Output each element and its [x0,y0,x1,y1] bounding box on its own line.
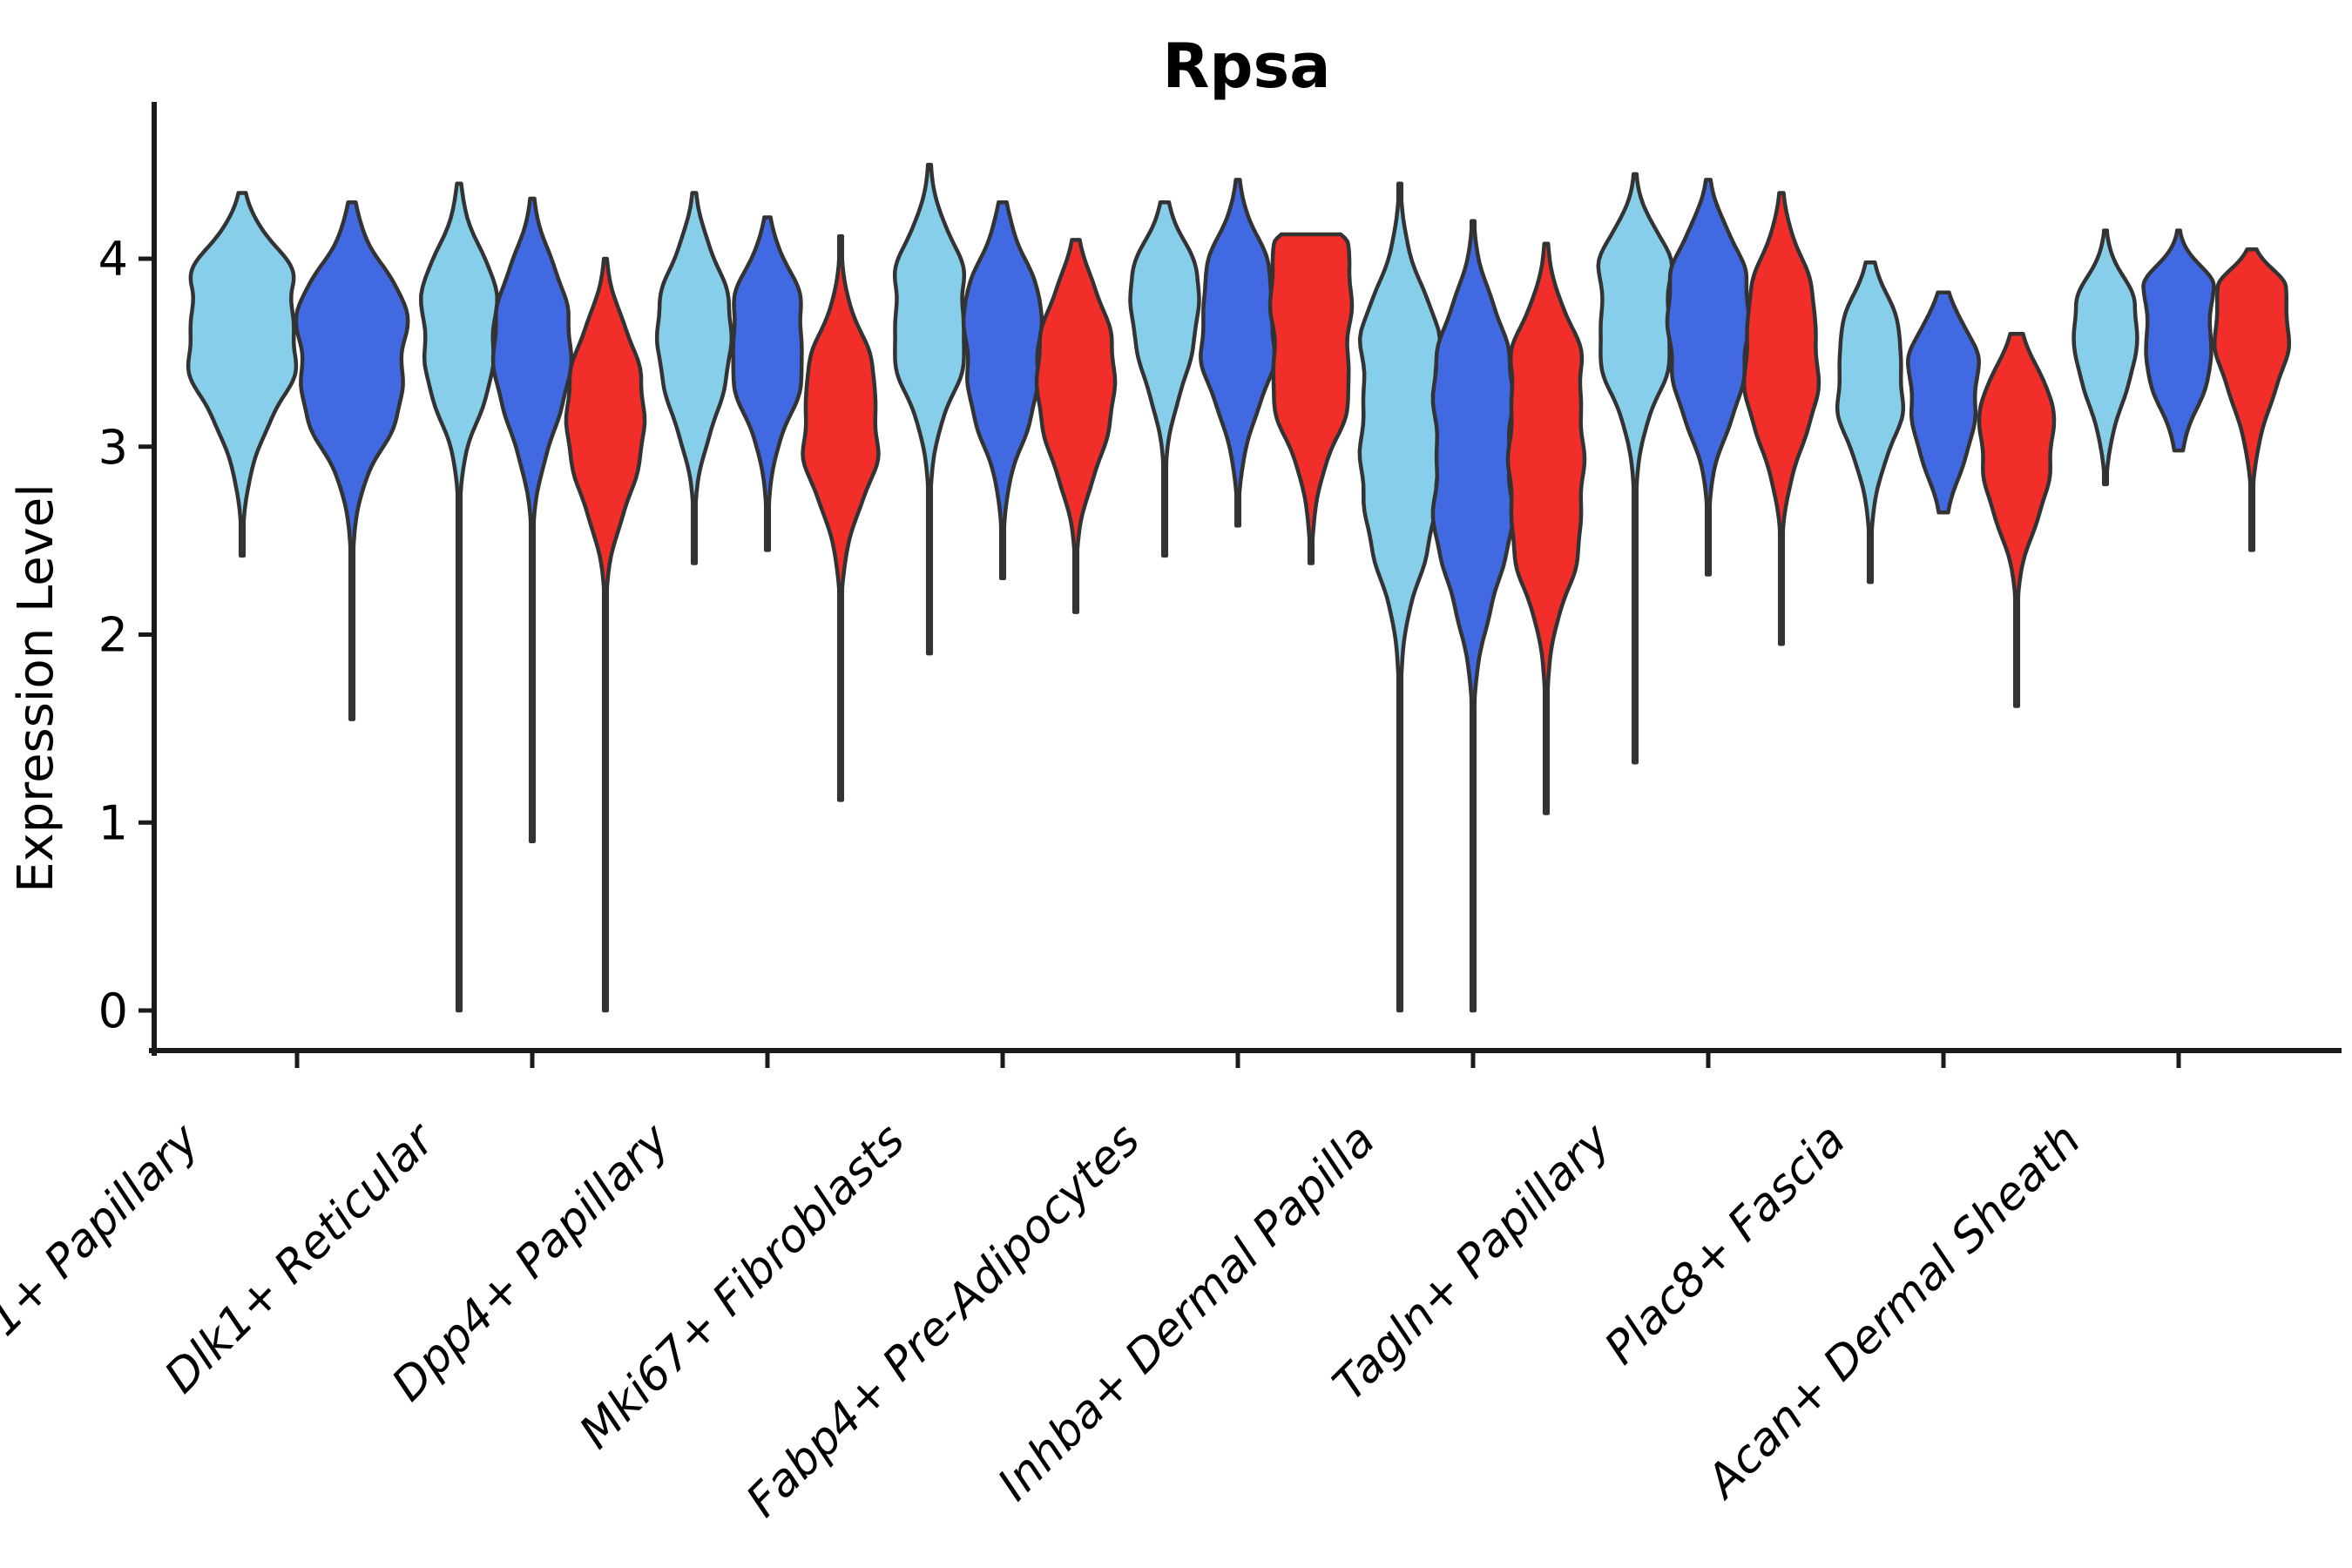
y-tick-label-3: 3 [98,420,128,475]
violin-inhba-dermal-papilla-condition-3 [1505,241,1587,815]
y-tick-label-0: 0 [98,983,128,1038]
violin-fabp4-pre-adipocytes-condition-3 [1267,232,1355,565]
violin-fabp4-pre-adipocytes-condition-2 [1199,178,1277,528]
violin-tagln-papillary-condition-3 [1741,191,1821,646]
y-tick-label-4: 4 [98,232,128,287]
x-tick-label-inhba-dermal-papilla: Inhba+ Dermal Papilla [988,1114,1385,1511]
violin-dpp4-papillary-condition-2 [731,215,804,552]
violin-dlk1-reticular-condition-3 [564,256,647,1013]
violin-plac8-fascia-condition-1 [1835,260,1906,585]
violin-acan-dermal-sheath-condition-2 [2141,228,2216,453]
x-tick-label-group-inhba-dermal-papilla: Inhba+ Dermal Papilla [988,1114,1385,1511]
violin-inhba-dermal-papilla-condition-2 [1430,219,1516,1013]
violin-lef1-papillary-condition-1 [186,191,299,558]
violin-series [186,162,2292,1013]
x-tick-label-plac8-fascia: Plac8+ Fascia [1595,1114,1855,1375]
violin-tagln-papillary-condition-2 [1665,178,1752,577]
x-tick-label-group-fabp4-pre-adipocytes: Fabp4+ Pre-Adipocytes [737,1114,1151,1528]
violin-fabp4-pre-adipocytes-condition-1 [1128,200,1201,558]
y-tick-label-2: 2 [98,608,128,663]
x-tick-label-fabp4-pre-adipocytes: Fabp4+ Pre-Adipocytes [737,1114,1151,1528]
x-tick-label-group-plac8-fascia: Plac8+ Fascia [1595,1114,1855,1375]
violin-acan-dermal-sheath-condition-1 [2072,228,2139,487]
chart-title: Rpsa [1163,30,1331,102]
violin-lef1-papillary-condition-2 [294,200,410,721]
violin-dpp4-papillary-condition-3 [801,233,881,802]
violin-mki67-fibroblasts-condition-1 [892,162,967,656]
violin-tagln-papillary-condition-1 [1596,172,1674,765]
violin-dlk1-reticular-condition-2 [490,196,574,844]
violin-mki67-fibroblasts-condition-3 [1034,238,1118,614]
x-tick-label-acan-dermal-sheath: Acan+ Dermal Sheath [1695,1114,2091,1510]
violin-plac8-fascia-condition-3 [1977,332,2057,708]
y-tick-label-1: 1 [98,795,128,850]
violin-inhba-dermal-papilla-condition-1 [1357,181,1443,1013]
x-tick-label-group-acan-dermal-sheath: Acan+ Dermal Sheath [1695,1114,2091,1510]
violin-mki67-fibroblasts-condition-2 [961,200,1044,581]
y-axis-label: Expression Level [8,483,64,893]
violin-plac8-fascia-condition-2 [1906,290,1981,515]
violin-dlk1-reticular-condition-1 [419,181,499,1013]
violin-acan-dermal-sheath-condition-3 [2212,247,2292,552]
axes [139,102,2342,1068]
violin-dpp4-papillary-condition-1 [654,191,734,565]
